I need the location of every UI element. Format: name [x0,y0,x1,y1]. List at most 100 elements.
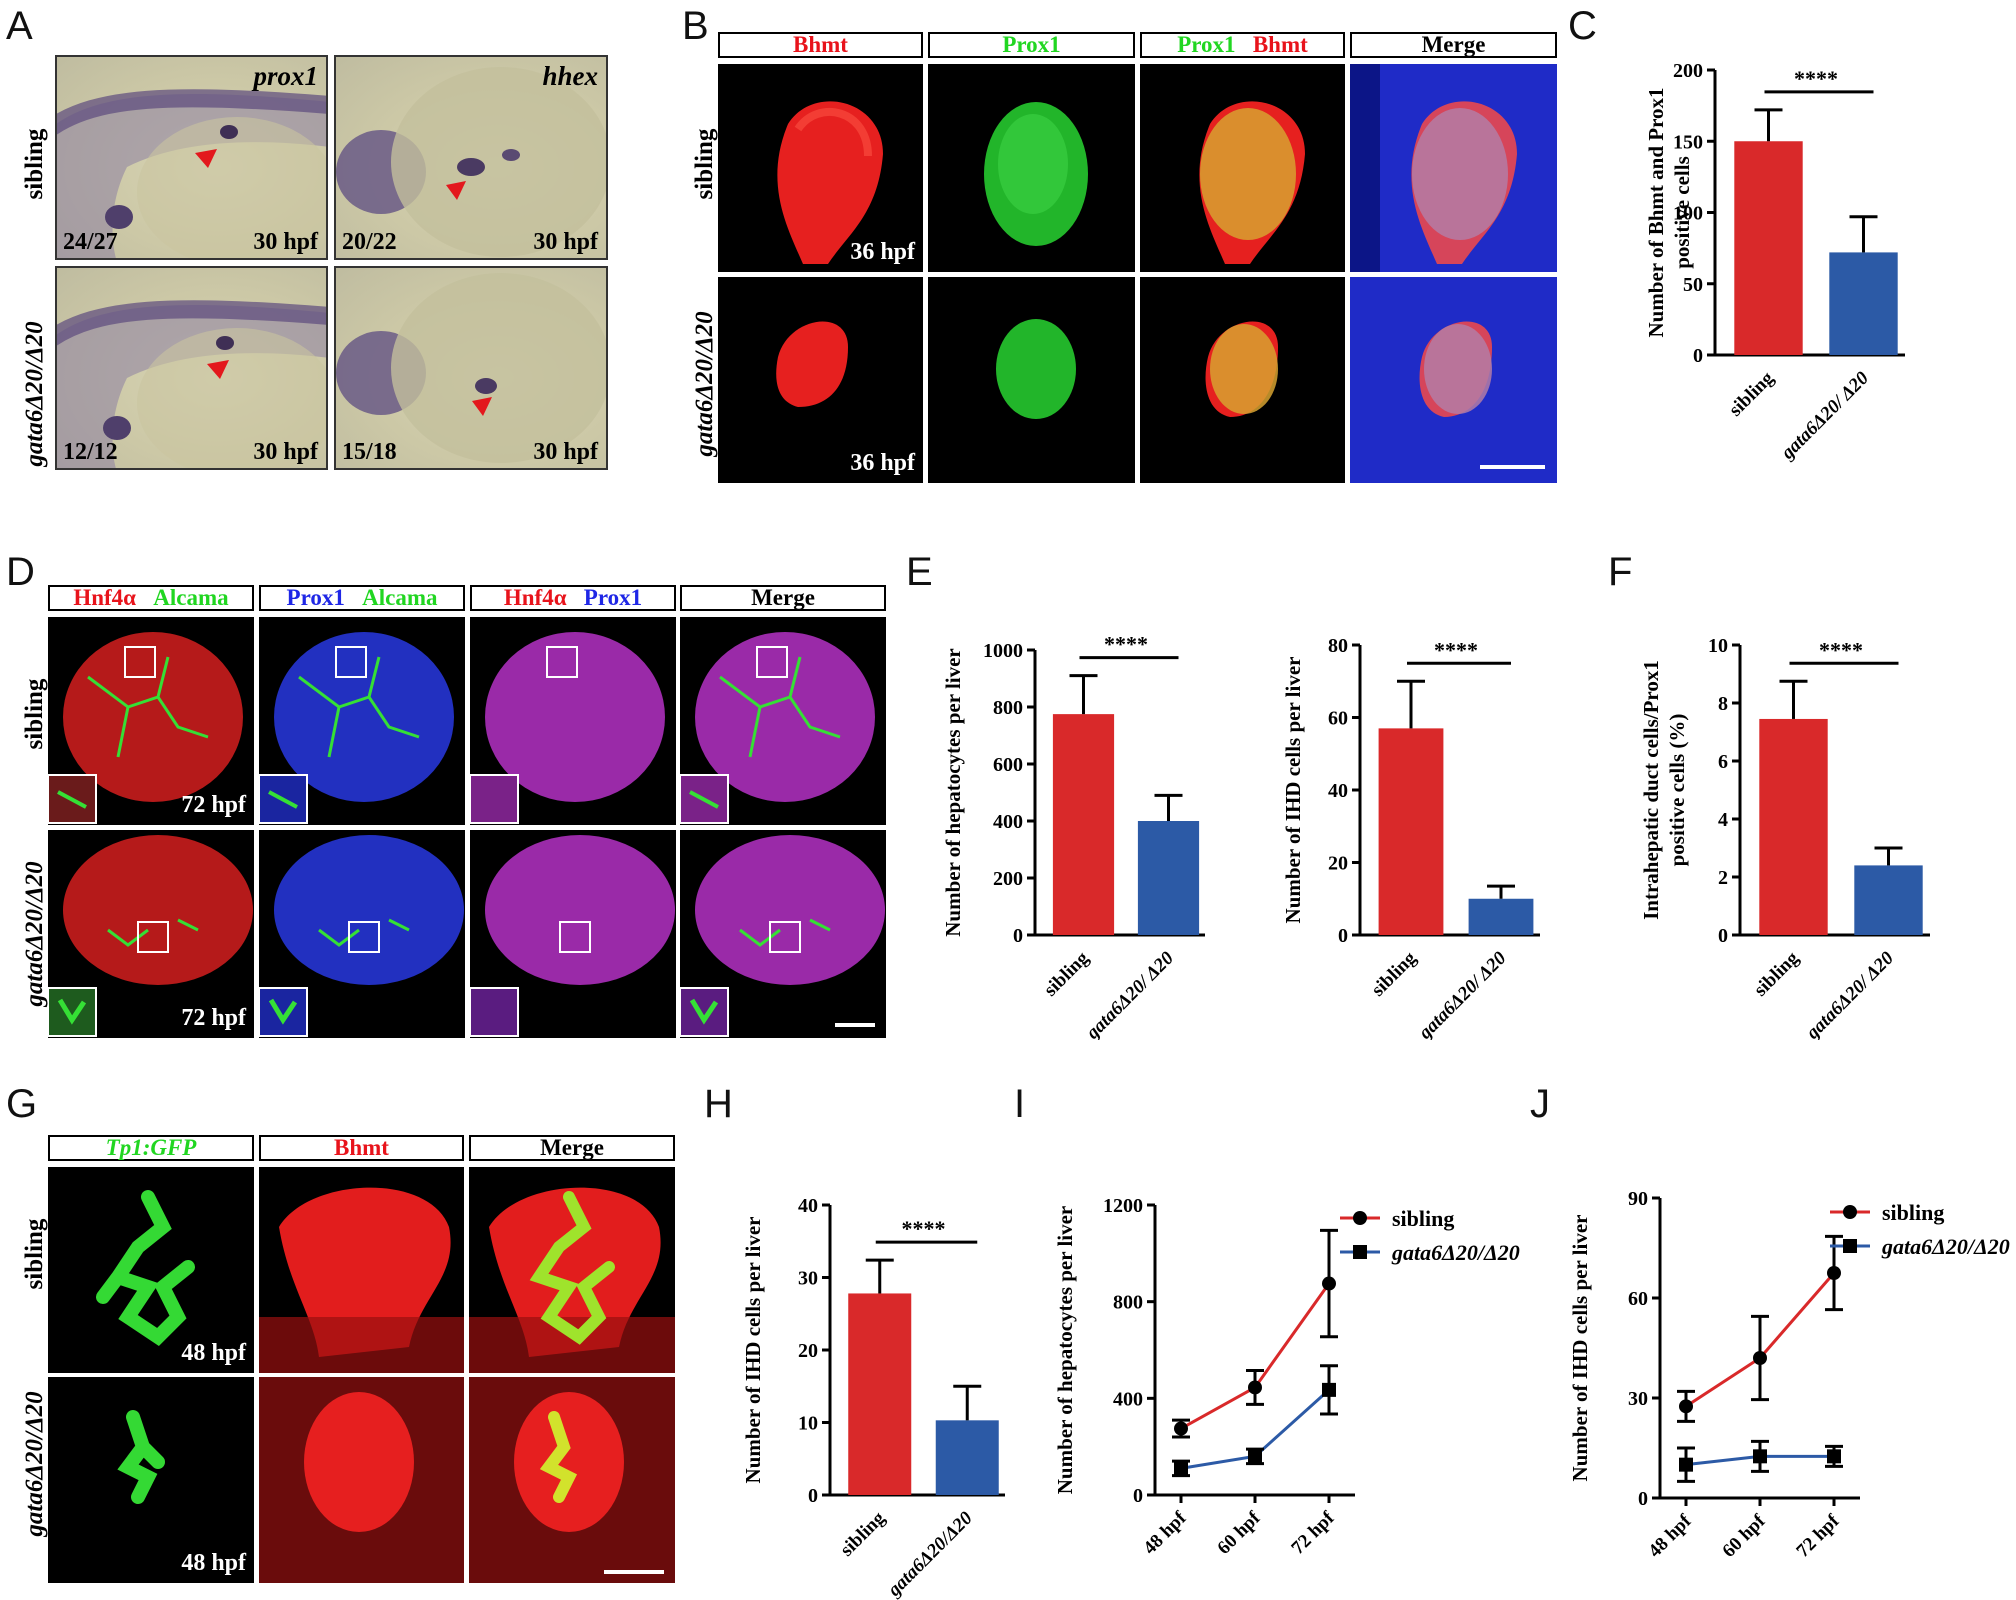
y-tick-label: 90 [1628,1188,1648,1210]
y-tick-label: 4 [1718,809,1728,831]
panel-label-c: C [1568,4,1597,48]
image-hnf4a-alcama-sibling: 72 hpf [48,617,254,825]
header-merge-b: Merge [1350,32,1557,58]
header-prox1: Prox1 [1177,32,1236,57]
y-tick-label: 0 [1133,1485,1143,1507]
gene-label-hhex: hhex [542,61,598,91]
y-axis-label: Number of hepatocytes per liver [1053,1206,1077,1495]
y-tick-label: 200 [993,868,1023,890]
stage-label-g: 48 hpf [181,1550,246,1576]
legend-label: sibling [1392,1206,1454,1231]
y-tick-label: 200 [1673,60,1703,82]
image-prox1-sibling-b [928,64,1135,272]
row-label-mutant-b: gata6Δ20/Δ20 [691,311,718,457]
image-merge-sibling-b [1350,64,1557,272]
y-axis-label: Number of IHD cells per liver [741,1217,765,1484]
data-point [1753,1351,1767,1365]
x-tick-label: sibling [1040,947,1093,1000]
x-tick-label: 72 hpf [1287,1507,1339,1559]
image-bhmt-mutant: 36 hpf [718,277,923,483]
x-tick-label: gata6Δ20/ Δ20 [1414,947,1511,1040]
y-axis-label: Number of hepatocytes per liver [941,648,965,937]
y-axis-label: positive cells [1670,156,1694,269]
stage-label-d: 72 hpf [181,1005,246,1031]
image-merge-sibling-d [680,617,886,825]
row-label-mutant-g: gata6Δ20/Δ20 [21,1391,48,1537]
stage-label-b: 36 hpf [850,450,915,476]
y-tick-label: 0 [1013,925,1023,947]
stage-label: 30 hpf [533,229,598,255]
y-axis-label: Number of Bhmt and Prox1 [1644,87,1668,337]
x-tick-label: gata6Δ20/ Δ20 [1082,947,1179,1040]
header-hnf4a-prox1: Hnf4α Prox1 [470,585,676,611]
y-tick-label: 800 [1113,1292,1143,1314]
chart-e2: 0 20 40 60 80 Number of IHD cells per liver si… [1281,635,1540,1040]
panel-label-b: B [682,4,709,48]
count-hhex-mutant: 15/18 [342,439,397,465]
data-point [1174,1421,1188,1436]
gene-label-prox1: prox1 [253,61,318,91]
x-tick-label: sibling [1750,947,1803,1000]
data-point [1827,1449,1841,1464]
y-tick-label: 50 [1683,274,1703,296]
y-tick-label: 800 [993,697,1023,719]
count-prox1-sibling: 24/27 [63,229,118,255]
y-tick-label: 30 [1628,1388,1648,1410]
image-hhex-sibling: hhex 20/22 30 hpf [334,55,608,260]
y-axis-label: Intrahepatic duct cells/Prox1 [1639,660,1663,920]
panel-label-d: D [6,550,35,594]
significance-label: **** [1104,632,1148,657]
stage-label: 30 hpf [253,229,318,255]
count-prox1-mutant: 12/12 [63,439,118,465]
header-merge-d: Merge [680,585,886,611]
row-label-sibling-b: sibling [691,128,718,200]
y-tick-label: 8 [1718,693,1728,715]
x-tick-label: 48 hpf [1644,1510,1696,1562]
y-tick-label: 2 [1718,867,1728,889]
row-label-mutant-d: gata6Δ20/Δ20 [21,861,48,1007]
header-prox1-alcama: Prox1 Alcama [259,585,465,611]
image-merge1-sibling-b [1140,64,1345,272]
header-bhmt-b: Bhmt [718,32,923,58]
chart-j: 0 30 60 90 Number of IHD cells per liver 48 h… [1568,1188,2010,1562]
series-line-0 [1180,1282,1331,1430]
x-tick-label: sibling [1368,947,1421,1000]
legend-label: sibling [1882,1200,1944,1225]
data-point [1827,1266,1841,1280]
image-hnf4a-prox1-mutant [470,830,676,1038]
bar-0 [1378,728,1444,935]
chart-f: 0 2 4 6 8 10 Intrahepatic duct cells/Prox1 posi… [1639,635,1930,1040]
image-prox1-sibling: prox1 24/27 30 hpf [55,55,328,260]
y-tick-label: 0 [1638,1488,1648,1510]
header-bhmt: Bhmt [1252,32,1308,57]
y-tick-label: 10 [1708,635,1728,657]
legend-label: gata6Δ20/Δ20 [1391,1240,1520,1265]
bar-1 [1468,898,1534,935]
x-tick-label: 60 hpf [1213,1507,1265,1559]
header-prox1-bhmt-b: Prox1 Bhmt [1140,32,1345,58]
chart-i: 0 400 800 1200 Number of hepatocytes per liv… [1053,1195,1520,1559]
y-tick-label: 10 [798,1413,818,1435]
header-prox1: Prox1 [286,585,345,610]
legend-label: gata6Δ20/Δ20 [1881,1234,2010,1259]
legend-marker [1843,1239,1857,1253]
row-label-sibling-g: sibling [21,1218,48,1290]
y-axis-label: Number of IHD cells per liver [1568,1215,1592,1482]
y-tick-label: 1000 [983,640,1023,662]
legend-marker [1353,1245,1367,1259]
image-bhmt-mutant-g [259,1377,464,1583]
panel-label-h: H [704,1082,733,1126]
bar-1 [1829,252,1898,355]
bar-0 [1734,141,1803,355]
data-point [1322,1276,1336,1291]
y-tick-label: 0 [1693,345,1703,367]
bar-0 [1759,718,1828,935]
data-point [1322,1382,1336,1397]
header-hnf4a: Hnf4α [73,585,137,610]
y-tick-label: 400 [993,811,1023,833]
bar-0 [1052,714,1115,935]
legend-marker [1353,1211,1367,1225]
stage-label-b: 36 hpf [850,239,915,265]
image-merge-sibling-g [469,1167,675,1373]
x-tick-label: gata6Δ20/ Δ20 [1777,367,1874,464]
